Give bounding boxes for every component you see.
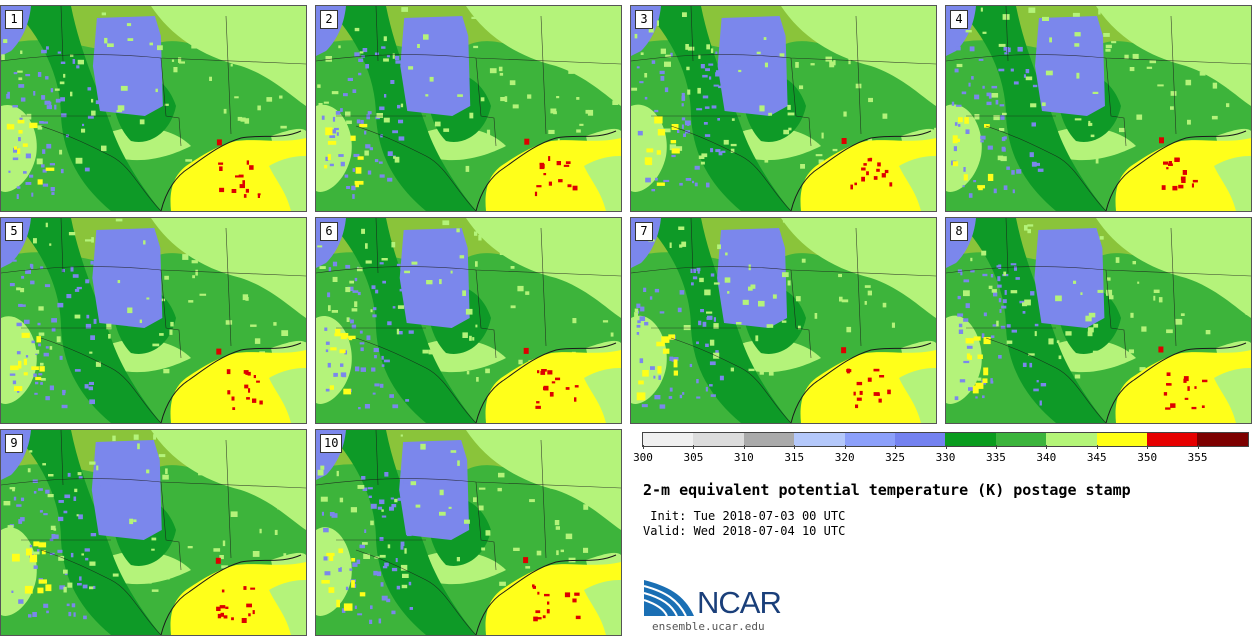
ensemble-member-panel: 7 xyxy=(630,217,937,424)
colorbar-tick-label: 355 xyxy=(1187,451,1208,464)
member-number-label: 10 xyxy=(320,434,343,453)
map-panel-svg xyxy=(631,6,936,211)
member-number-label: 7 xyxy=(635,222,653,241)
logo-text: NCAR xyxy=(697,585,782,620)
member-number-label: 9 xyxy=(5,434,23,453)
colorbar-tick-mark xyxy=(743,445,745,449)
colorbar-segment xyxy=(794,433,845,446)
member-number-label: 4 xyxy=(950,10,968,29)
colorbar-tick-label: 315 xyxy=(784,451,805,464)
ensemble-member-panel: 5 xyxy=(0,217,307,424)
colorbar-segment xyxy=(895,433,946,446)
colorbar-tick-mark xyxy=(643,445,644,449)
colorbar-tick-mark xyxy=(895,445,897,449)
colorbar-segment xyxy=(945,433,996,446)
map-panel-svg xyxy=(316,218,621,423)
ensemble-member-panel: 4 xyxy=(945,5,1252,212)
member-number-label: 5 xyxy=(5,222,23,241)
ensemble-member-panel: 6 xyxy=(315,217,622,424)
map-panel-svg xyxy=(316,6,621,211)
map-panel-svg xyxy=(1,218,306,423)
map-panel-svg xyxy=(1,430,306,635)
ensemble-member-panel: 3 xyxy=(630,5,937,212)
colorbar-tick-mark xyxy=(995,445,997,449)
map-panel-svg xyxy=(316,430,621,635)
colorbar-tick-label: 330 xyxy=(935,451,956,464)
colorbar-segment xyxy=(643,433,694,446)
figure-title: 2-m equivalent potential temperature (K)… xyxy=(643,481,1131,499)
ncar-logo-icon xyxy=(643,580,694,617)
colorbar-tick-mark xyxy=(1096,445,1098,449)
init-time: Init: Tue 2018-07-03 00 UTC xyxy=(643,509,846,523)
colorbar-tick-mark xyxy=(794,445,796,449)
colorbar-tick-label: 320 xyxy=(834,451,855,464)
colorbar-tick-label: 345 xyxy=(1086,451,1107,464)
ensemble-member-panel: 1 xyxy=(0,5,307,212)
ensemble-member-panel: 9 xyxy=(0,429,307,636)
map-panel-svg xyxy=(946,218,1251,423)
member-number-label: 1 xyxy=(5,10,23,29)
colorbar-tick-label: 300 xyxy=(633,451,653,464)
colorbar-tick-label: 305 xyxy=(683,451,704,464)
colorbar-tick-label: 340 xyxy=(1036,451,1057,464)
colorbar-tick-label: 350 xyxy=(1137,451,1158,464)
ensemble-member-panel: 10 xyxy=(315,429,622,636)
colorbar-tick-mark xyxy=(693,445,695,449)
site-url: ensemble.ucar.edu xyxy=(652,620,765,633)
colorbar-tick-mark xyxy=(1147,445,1149,449)
member-number-label: 3 xyxy=(635,10,653,29)
member-number-label: 2 xyxy=(320,10,338,29)
colorbar-segment xyxy=(1096,433,1148,446)
colorbar-tick-mark xyxy=(945,445,947,449)
member-number-label: 6 xyxy=(320,222,338,241)
colorbar-tick-label: 335 xyxy=(985,451,1006,464)
colorbar-segment xyxy=(844,433,896,446)
colorbar-tick-label: 310 xyxy=(733,451,754,464)
colorbar-segment xyxy=(1147,433,1198,446)
ensemble-member-panel: 2 xyxy=(315,5,622,212)
colorbar-segment xyxy=(1197,433,1248,446)
valid-time: Valid: Wed 2018-07-04 10 UTC xyxy=(643,524,846,538)
colorbar-tick-mark xyxy=(844,445,846,449)
ensemble-member-panel: 8 xyxy=(945,217,1252,424)
colorbar-tick-mark xyxy=(1197,445,1199,449)
colorbar-tick-label: 325 xyxy=(885,451,906,464)
map-panel-svg xyxy=(631,218,936,423)
map-panel-svg xyxy=(946,6,1251,211)
colorbar-segment xyxy=(1046,433,1097,446)
member-number-label: 8 xyxy=(950,222,968,241)
colorbar-segment xyxy=(693,433,744,446)
map-panel-svg xyxy=(1,6,306,211)
colorbar-segment xyxy=(995,433,1047,446)
colorbar-tick-mark xyxy=(1046,445,1048,449)
colorbar-segment xyxy=(743,433,795,446)
